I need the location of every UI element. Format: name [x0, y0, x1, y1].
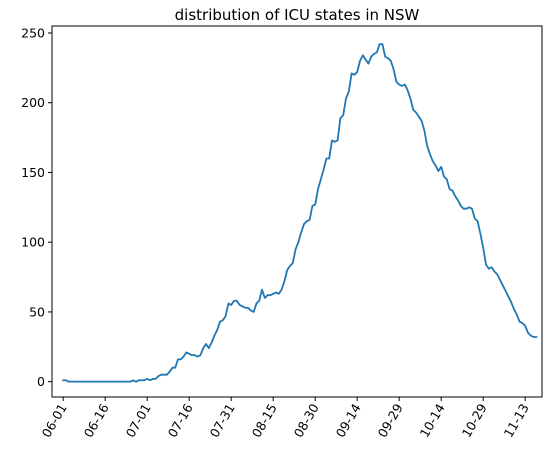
plot-area: 0 50 100 150 200 250 06-01 06-16 07-01 07-16 07-31… [21, 25, 543, 440]
x-tick-label: 11-13 [501, 401, 532, 440]
y-tick-label: 250 [21, 25, 45, 40]
x-tick-label: 10-14 [417, 401, 448, 440]
x-tick-label: 08-30 [291, 401, 322, 440]
x-tick-label: 06-01 [39, 401, 70, 440]
y-tick-label: 150 [21, 165, 45, 180]
y-tick-label: 50 [29, 304, 45, 319]
y-tick-label: 200 [21, 95, 45, 110]
axes-frame [51, 25, 543, 398]
x-tick-label: 07-16 [165, 401, 196, 440]
x-tick-label: 08-15 [249, 401, 280, 440]
x-tick-label: 06-16 [81, 401, 112, 440]
chart-title: distribution of ICU states in NSW [175, 6, 420, 24]
x-tick-label: 07-01 [123, 401, 154, 440]
series-line-1 [62, 43, 538, 383]
x-tick-label: 07-31 [207, 401, 238, 440]
y-tick-label: 0 [37, 374, 45, 389]
y-tick-label: 100 [21, 235, 45, 250]
x-tick-label: 09-14 [333, 401, 364, 440]
x-tick-label: 09-29 [375, 401, 406, 440]
x-tick-label: 10-29 [459, 401, 490, 440]
